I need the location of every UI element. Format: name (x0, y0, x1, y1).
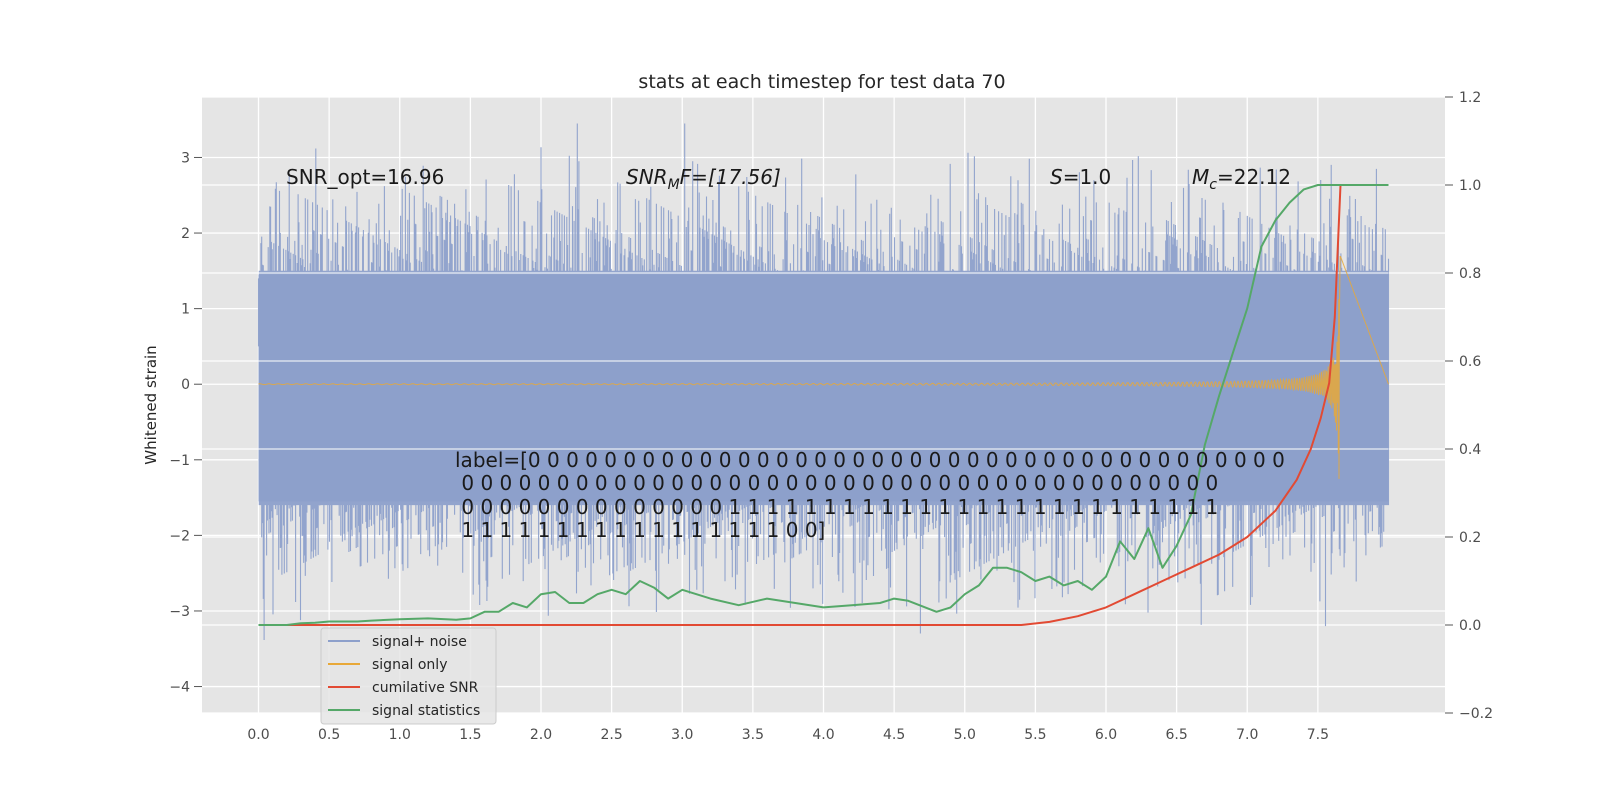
legend-label-snr: cumilative SNR (372, 680, 479, 696)
mc-subscript: c (1209, 177, 1217, 193)
x-tick-label: 6.5 (1165, 727, 1187, 743)
y-axis-label: Whitened strain (142, 345, 160, 464)
x-tick-label: 7.0 (1236, 727, 1258, 743)
y2-tick-label: 0.6 (1459, 354, 1481, 370)
y-tick-label: 0 (181, 377, 190, 393)
label-line-3: 0 0 0 0 0 0 0 0 0 0 0 0 0 0 1 1 1 1 1 1 … (455, 495, 1218, 519)
x-tick-label: 7.5 (1307, 727, 1329, 743)
x-tick-label: 1.5 (459, 727, 481, 743)
y-tick-label: 3 (181, 150, 190, 166)
mc-value: =22.12 (1217, 165, 1291, 189)
s-symbol: S (1050, 165, 1063, 189)
annotation-snr-mf: SNRMF=[17.56] (626, 165, 781, 193)
axis-ticks: 0.0 0.5 1.0 1.5 2.0 2.5 3.0 3.5 4.0 4.5 5.0 5.5 6.0 6… (169, 90, 1493, 743)
x-tick-label: 4.0 (812, 727, 834, 743)
x-tick-label: 2.0 (530, 727, 552, 743)
snr-mf-suffix: F=[17.56] (680, 165, 781, 189)
y2-tick-label: 0.0 (1459, 618, 1481, 634)
snr-mf-prefix: SNR (626, 165, 668, 189)
label-annotation: label=[0 0 0 0 0 0 0 0 0 0 0 0 0 0 0 0 0… (455, 448, 1285, 542)
y2-tick-label: 1.0 (1459, 178, 1481, 194)
x-tick-label: 3.0 (671, 727, 693, 743)
y-tick-label: −1 (169, 453, 190, 469)
label-line-4: 1 1 1 1 1 1 1 1 1 1 1 1 1 1 1 1 1 0 0] (455, 518, 825, 542)
x-tick-label: 0.5 (318, 727, 340, 743)
cumulative-snr-line (258, 184, 1389, 626)
y2-tick-label: 0.4 (1459, 442, 1481, 458)
x-tick-label: 4.5 (883, 727, 905, 743)
legend: signal+ noise signal only cumilative SNR… (320, 627, 497, 725)
y2-tick-label: −0.2 (1459, 706, 1493, 722)
y-tick-label: −4 (169, 680, 190, 696)
chart-title: stats at each timestep for test data 70 (638, 71, 1005, 93)
y-tick-label: 2 (181, 226, 190, 242)
legend-label-stats: signal statistics (372, 703, 480, 719)
annotation-s: S=1.0 (1050, 165, 1111, 189)
y-tick-label: −2 (169, 528, 190, 544)
label-line-1: label=[0 0 0 0 0 0 0 0 0 0 0 0 0 0 0 0 0… (455, 448, 1285, 472)
x-tick-label: 0.0 (247, 727, 269, 743)
x-tick-label: 3.5 (742, 727, 764, 743)
x-tick-label: 5.0 (954, 727, 976, 743)
series-signal-only (258, 256, 1389, 479)
x-tick-label: 6.0 (1095, 727, 1117, 743)
y-tick-label: −3 (169, 604, 190, 620)
x-tick-label: 2.5 (600, 727, 622, 743)
annotations: SNR_opt=16.96 SNRMF=[17.56] S=1.0 Mc=22.… (286, 165, 1291, 193)
snr-mf-subscript: M (668, 177, 680, 193)
legend-box (320, 627, 497, 725)
mc-symbol: M (1192, 165, 1209, 189)
series-lines (258, 184, 1389, 626)
s-value: =1.0 (1063, 165, 1112, 189)
y2-tick-label: 1.2 (1459, 90, 1481, 106)
legend-label-noise: signal+ noise (372, 634, 467, 650)
x-tick-label: 5.5 (1024, 727, 1046, 743)
legend-label-signal: signal only (372, 657, 447, 673)
annotation-mc: Mc=22.12 (1192, 165, 1291, 193)
y2-tick-label: 0.8 (1459, 266, 1481, 282)
label-line-2: 0 0 0 0 0 0 0 0 0 0 0 0 0 0 0 0 0 0 0 0 … (455, 471, 1218, 495)
x-tick-label: 1.0 (389, 727, 411, 743)
signal-trace (258, 256, 1389, 479)
signal-statistics-line (258, 184, 1389, 626)
y2-tick-label: 0.2 (1459, 530, 1481, 546)
annotation-snr-opt: SNR_opt=16.96 (286, 165, 444, 189)
y-tick-label: 1 (181, 302, 190, 318)
